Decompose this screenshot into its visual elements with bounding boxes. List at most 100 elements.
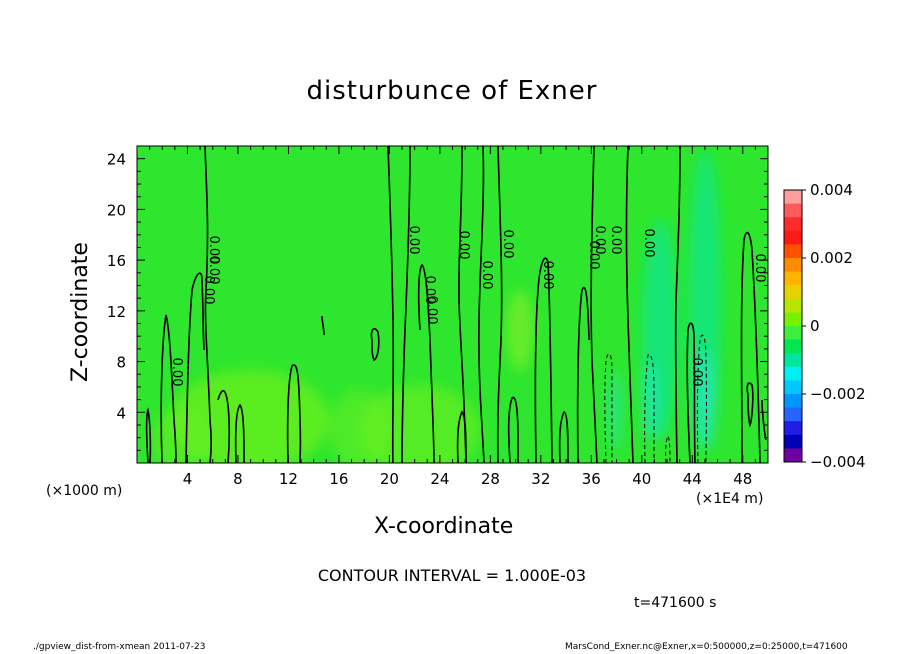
contour-line	[625, 146, 634, 463]
contour-label: 0.00	[752, 254, 767, 283]
contour-label: 0.00	[592, 226, 607, 255]
y-tick-label: 24	[107, 151, 126, 169]
contour-line	[321, 315, 325, 336]
x-axis: 4 8 12 16 20 24 28 32 36 40 44 48	[149, 146, 756, 488]
contour-label: 0.00	[500, 230, 515, 259]
contour-line	[746, 382, 754, 428]
contour-line	[204, 146, 212, 463]
contour-label-layer: 0.000.000.000.000.000.000.000.000.000.00…	[169, 226, 767, 387]
colorbar-swatch	[784, 203, 802, 218]
contour-label: 0.00	[169, 358, 184, 387]
colorbar-swatch	[784, 271, 802, 286]
footer-left: ./gpview_dist-from-xmean 2011-07-23	[33, 642, 206, 652]
contour-label: 0.00	[424, 296, 439, 325]
contour-label: 0.00	[689, 358, 704, 387]
colorbar-swatch	[784, 407, 802, 422]
time-stamp: t=471600 s	[634, 595, 717, 611]
contour-line	[590, 146, 598, 463]
x-tick-label: 16	[329, 470, 348, 488]
contour-line	[160, 314, 177, 463]
colorbar-swatch	[784, 394, 802, 409]
colorbar-swatch	[784, 298, 802, 313]
x-tick-label: 40	[632, 470, 651, 488]
contour-line	[387, 146, 395, 463]
x-tick-label: 36	[582, 470, 601, 488]
colorbar-swatch	[784, 448, 802, 463]
plot-area: 0.000.000.000.000.000.000.000.000.000.00…	[137, 146, 768, 463]
contour-line	[185, 272, 205, 463]
y-tick-label: 12	[107, 303, 126, 321]
contour-line	[674, 146, 681, 463]
colorbar-label: 0	[810, 317, 820, 335]
contour-label: 0.00	[641, 229, 656, 258]
contour-line	[458, 146, 467, 463]
x-tick-label: 20	[380, 470, 399, 488]
negative-contour-lines	[604, 334, 707, 463]
contour-label: 0.00	[206, 256, 221, 285]
contour-label: 0.00	[422, 276, 437, 305]
x-axis-label: X-coordinate	[374, 514, 514, 539]
colorbar-swatch	[784, 190, 802, 205]
colorbar-swatch	[784, 366, 802, 381]
colorbar-swatch	[784, 312, 802, 327]
x-unit-right: (×1E4 m)	[696, 491, 764, 507]
contour-line	[478, 146, 485, 463]
contour-line	[145, 407, 152, 463]
contour-line	[234, 403, 245, 463]
contour-line	[401, 146, 411, 463]
colorbar-swatch	[784, 258, 802, 273]
colorbar-label: 0.002	[810, 249, 853, 267]
contour-line	[507, 396, 519, 463]
contour-line	[740, 231, 761, 463]
colorbar-swatch	[784, 285, 802, 300]
contour-line	[558, 411, 569, 463]
contour-line	[417, 263, 435, 463]
colorbar-label: −0.004	[810, 453, 866, 471]
x-tick-label: 32	[531, 470, 550, 488]
contour-label: 0.00	[201, 276, 216, 305]
negative-contour-line	[665, 434, 671, 463]
colorbar-swatch	[784, 353, 802, 368]
colorbar-swatch	[784, 244, 802, 259]
x-tick-label: 44	[683, 470, 702, 488]
contour-label: 0.00	[586, 241, 601, 270]
contour-line	[286, 364, 302, 463]
contour-line	[496, 146, 503, 463]
contour-line	[576, 286, 590, 463]
y-axis: 4 8 12 16 20 24	[107, 151, 768, 451]
colorbar-swatch	[784, 434, 802, 449]
y-tick-label: 4	[116, 404, 126, 422]
contour-label: 0.00	[406, 226, 421, 255]
contour-line	[370, 328, 380, 362]
y-axis-label: Z-coordinate	[68, 242, 93, 382]
contour-label: 0.00	[540, 261, 555, 290]
colorbar-label: 0.004	[810, 181, 853, 199]
x-tick-label: 8	[233, 470, 243, 488]
x-unit-left: (×1000 m)	[46, 483, 123, 499]
footer-right: MarsCond_Exner.nc@Exner,x=0:500000,z=0:2…	[565, 642, 848, 652]
colorbar: 0.004 0.002 0 −0.002 −0.004	[783, 181, 866, 471]
shading-patches	[150, 150, 721, 463]
contour-line	[456, 410, 467, 463]
contour-line	[217, 390, 231, 463]
negative-contour-line	[604, 353, 613, 463]
contour-line	[534, 257, 553, 463]
y-tick-label: 16	[107, 252, 126, 270]
contour-label: 0.00	[479, 261, 494, 290]
x-tick-label: 4	[183, 470, 193, 488]
contour-interval-text: CONTOUR INTERVAL = 1.000E-03	[317, 566, 587, 585]
chart-title: disturbunce of Exner	[306, 76, 598, 106]
colorbar-label: −0.002	[810, 385, 866, 403]
contour-lines	[145, 146, 767, 463]
colorbar-swatch	[784, 217, 802, 232]
colorbar-swatch	[784, 380, 802, 395]
negative-contour-line	[696, 334, 707, 463]
contour-label: 0.00	[456, 231, 471, 260]
colorbar-swatch	[784, 230, 802, 245]
colorbar-swatch	[784, 326, 802, 341]
colorbar-swatch	[784, 421, 802, 436]
x-tick-label: 48	[733, 470, 752, 488]
contour-label: 0.00	[608, 226, 623, 255]
x-tick-label: 28	[481, 470, 500, 488]
